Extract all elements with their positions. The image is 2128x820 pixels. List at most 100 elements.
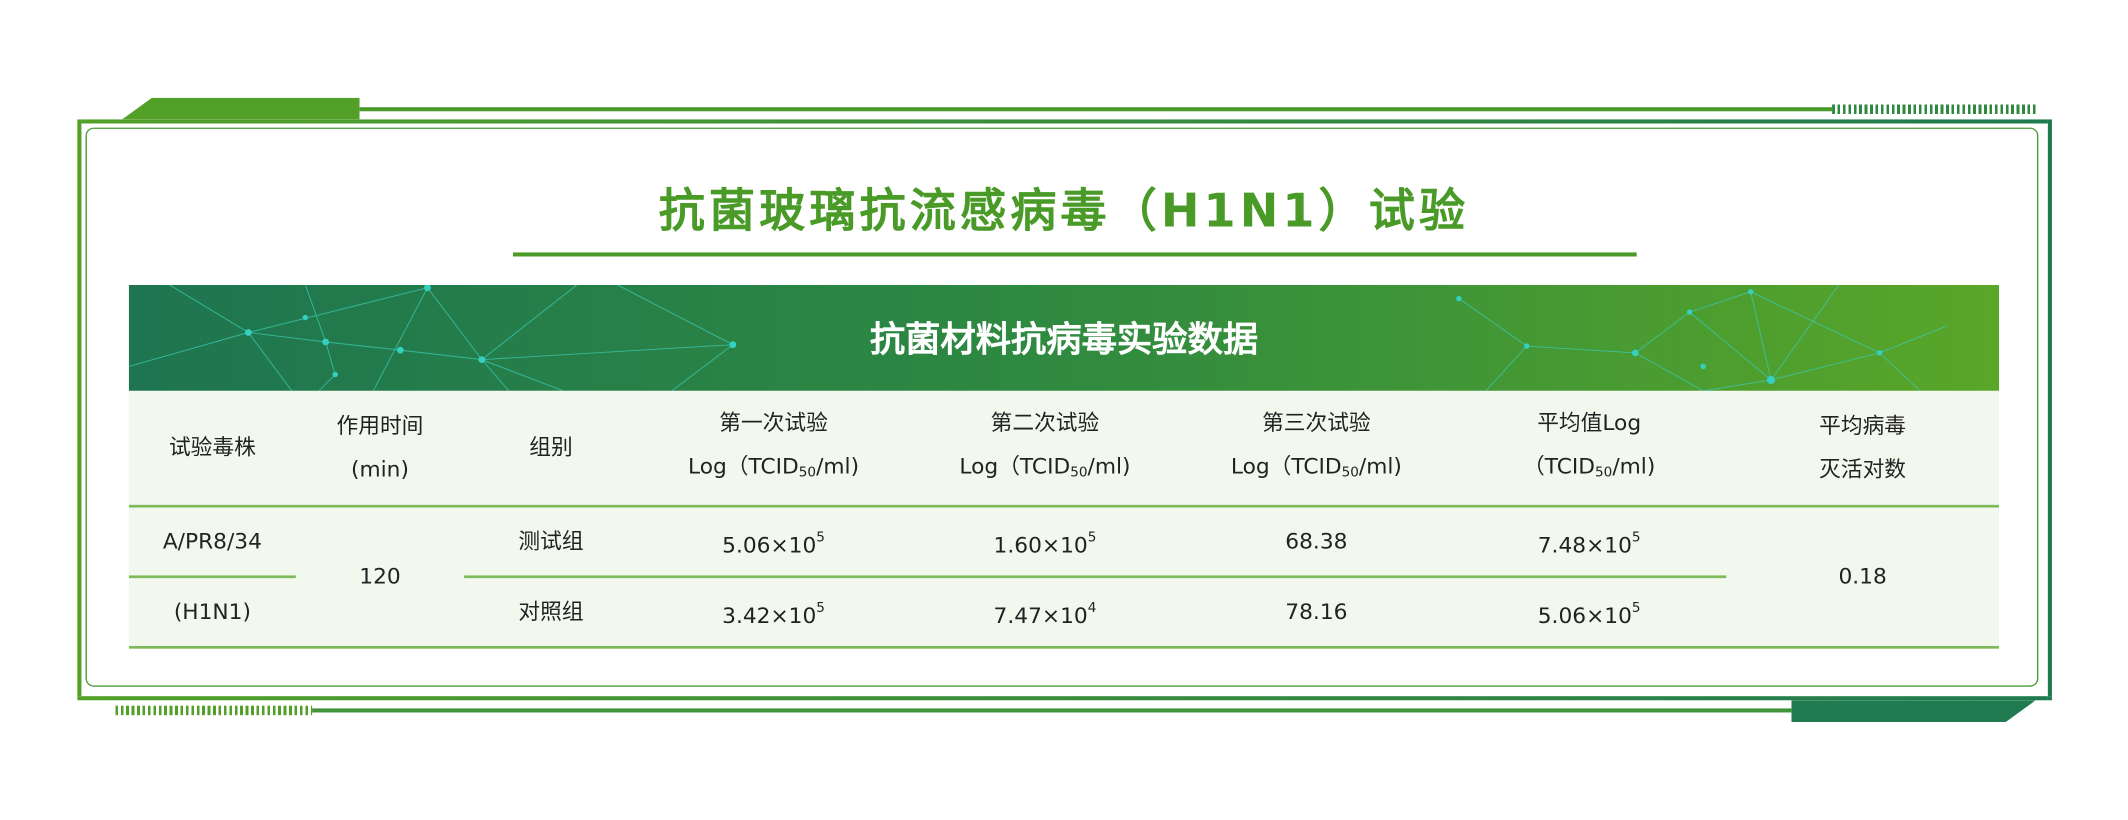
text: 组别 [529, 434, 573, 461]
network-pattern [128, 284, 1948, 391]
title-underline [512, 252, 1637, 257]
text: 第二次试验 [990, 409, 1100, 435]
subscript: 50 [798, 464, 817, 480]
exponent: 5 [816, 600, 825, 616]
decor-tab-bottom [1791, 700, 2035, 722]
column-header-text: 平均病毒 灭活对数 [1819, 404, 1906, 491]
text: 0.18 [1838, 563, 1887, 589]
column-header: 第三次试验 Log（TCID50/ml) [1181, 391, 1452, 505]
decor-line-bottom [312, 708, 1792, 713]
text: 7.48×10 [1537, 531, 1632, 558]
text: 对照组 [518, 598, 584, 625]
subscript: 50 [1341, 464, 1359, 480]
column-header-text: 试验毒株 [169, 426, 256, 469]
text: (H1N1) [173, 598, 251, 625]
value-cell: 5.06×105 [1452, 578, 1726, 646]
column-header-text: 作用时间 (min) [337, 404, 424, 491]
group-cell-text: 对照组 [518, 590, 583, 633]
value-cell: 5.06×105 [638, 508, 909, 576]
text: /ml) [816, 452, 860, 479]
text: (min) [351, 455, 409, 482]
text: 5.06×10 [722, 531, 817, 558]
strain-cell-text: (H1N1) [174, 590, 251, 633]
column-header: 组别 [464, 391, 638, 505]
text: 测试组 [518, 527, 584, 554]
table-bottom-line [128, 645, 2000, 649]
column-header: 第二次试验 Log（TCID50/ml) [909, 391, 1180, 505]
text: 第一次试验 [719, 409, 828, 435]
value-cell: 7.48×105 [1452, 508, 1726, 576]
column-header-text: 组别 [529, 426, 572, 469]
exponent: 5 [1631, 529, 1641, 545]
text: 灭活对数 [1819, 455, 1907, 482]
strain-cell: A/PR8/34 [129, 508, 296, 576]
text: /ml) [1087, 452, 1131, 479]
decor-dash-top [1832, 104, 2036, 114]
text: 平均值Log [1537, 409, 1642, 435]
value-cell-text: 68.38 [1285, 520, 1347, 563]
value-cell: 3.42×105 [638, 578, 909, 646]
value-cell-text: 5.06×105 [1538, 587, 1641, 637]
text: /ml) [1358, 452, 1402, 479]
text: 120 [359, 563, 401, 589]
value-cell: 7.47×104 [909, 578, 1180, 646]
time-cell-text: 120 [359, 555, 400, 598]
value-cell-text: 7.47×104 [994, 587, 1097, 637]
group-cell: 对照组 [464, 578, 638, 646]
page-title: 抗菌玻璃抗流感病毒（H1N1）试验 [658, 184, 1470, 239]
data-table: 试验毒株 作用时间 (min) 组别 第一次试验 Log（TCID50/ml) 第二次试验 L… [128, 390, 2000, 649]
value-cell-text: 7.48×105 [1538, 516, 1641, 566]
column-header-text: 第二次试验 Log（TCID50/ml) [959, 401, 1130, 495]
value-cell-text: 5.06×105 [722, 516, 825, 566]
decor-tab-top [122, 97, 360, 120]
text: Log（TCID [1230, 452, 1342, 479]
decor-line-top [359, 107, 1833, 112]
exponent: 5 [1631, 600, 1641, 616]
column-header: 平均值Log （TCID50/ml) [1452, 391, 1726, 505]
reduction-cell: 0.18 [1726, 508, 1999, 646]
exponent: 5 [816, 529, 825, 545]
text: A/PR8/34 [162, 527, 262, 554]
text: 第三次试验 [1262, 409, 1371, 435]
text: 试验毒株 [168, 434, 256, 461]
text: Log（TCID [959, 452, 1071, 479]
text: 3.42×10 [722, 601, 817, 628]
value-cell-text: 3.42×105 [722, 587, 825, 637]
value-cell: 68.38 [1181, 508, 1452, 576]
column-header: 作用时间 (min) [296, 391, 464, 505]
text: 5.06×10 [1537, 601, 1632, 628]
reduction-cell-text: 0.18 [1838, 555, 1886, 598]
decor-dash-bottom [115, 705, 313, 716]
value-cell-text: 1.60×105 [994, 516, 1097, 566]
group-cell: 测试组 [464, 508, 638, 576]
value-cell: 1.60×105 [909, 508, 1180, 576]
strain-cell-text: A/PR8/34 [163, 520, 262, 563]
group-cell-text: 测试组 [518, 520, 583, 563]
row-divider [128, 575, 296, 579]
header-divider [128, 504, 2000, 508]
text: （TCID [1523, 452, 1596, 479]
value-cell-text: 78.16 [1285, 590, 1347, 633]
column-header-text: 第三次试验 Log（TCID50/ml) [1231, 401, 1402, 495]
exponent: 5 [1087, 529, 1097, 545]
table-banner: 抗菌材料抗病毒实验数据 [128, 284, 2000, 391]
text: 68.38 [1285, 527, 1348, 554]
subscript: 50 [1595, 464, 1613, 480]
text: 1.60×10 [993, 531, 1088, 558]
text: 7.47×10 [993, 601, 1088, 628]
text: 78.16 [1285, 598, 1348, 625]
column-header-text: 平均值Log （TCID50/ml) [1523, 401, 1655, 495]
inner-frame [85, 127, 2039, 687]
time-cell: 120 [296, 508, 464, 646]
column-header: 第一次试验 Log（TCID50/ml) [638, 391, 909, 505]
subscript: 50 [1070, 464, 1088, 480]
text: 作用时间 [336, 412, 424, 439]
text: 平均病毒 [1819, 412, 1907, 439]
text: /ml) [1612, 452, 1656, 479]
row-divider [464, 575, 1727, 579]
text: Log（TCID [688, 452, 799, 479]
column-header: 平均病毒 灭活对数 [1726, 391, 1999, 505]
column-header: 试验毒株 [129, 391, 296, 505]
column-header-text: 第一次试验 Log（TCID50/ml) [688, 401, 859, 495]
